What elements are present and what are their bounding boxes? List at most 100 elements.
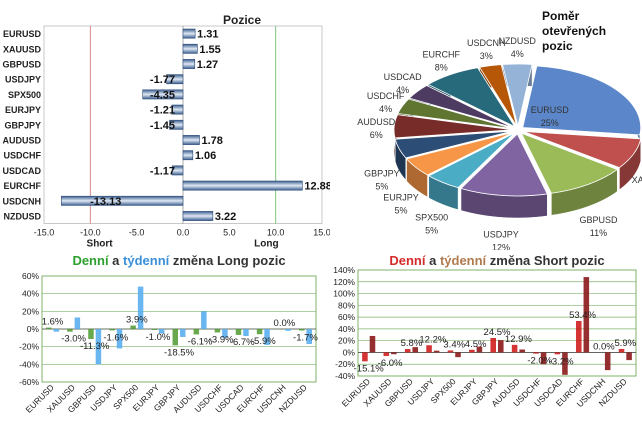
slice-percent: 5% [375, 181, 388, 191]
position-bar [182, 28, 196, 39]
category-label: GBPJPY [4, 120, 41, 130]
data-label: 0.0% [593, 341, 615, 352]
x-tick-label: -10.0 [80, 228, 101, 238]
data-label: -6.0% [378, 358, 403, 369]
chart-title: Denní a týdenní změna Long pozic [72, 253, 285, 268]
y-tick-label: -40% [335, 371, 355, 381]
y-tick-label: 20% [22, 306, 39, 316]
daily-bar [130, 325, 136, 329]
value-label: -1.21 [150, 105, 175, 117]
daily-bar [554, 352, 561, 355]
x-tick-label: 10.0 [267, 228, 285, 238]
chart-title-line: otevřených [542, 24, 606, 38]
slice-percent: 8% [435, 63, 448, 73]
data-label: -5.9% [251, 336, 276, 347]
daily-bar [193, 329, 200, 335]
y-tick-label: -20% [335, 359, 355, 369]
data-label: -18.5% [164, 347, 195, 358]
slice-percent: 4% [396, 85, 409, 95]
pie-slice [405, 131, 514, 176]
category-label: AUDUSD [2, 136, 41, 146]
position-bar [142, 89, 184, 100]
category-label: EURUSD [3, 29, 42, 39]
position-bar [182, 135, 200, 145]
daily-bar [575, 320, 582, 353]
positions-chart-svg: Pozice EURUSD 1.31 XAUUSD 1.55 GBPUSD 1.27 USDJ… [2, 13, 330, 250]
long-label: Long [254, 239, 278, 250]
chart-title: Pozice [223, 13, 261, 27]
value-label: 12.88 [304, 181, 330, 193]
short-changes-svg: Denní a týdenní změna Short pozic 140% 120… [333, 253, 636, 409]
daily-bar [426, 345, 432, 353]
y-tick-label: -40% [19, 359, 39, 369]
weekly-bar [540, 352, 547, 365]
x-tick-label: 15.0 [313, 228, 330, 238]
value-label: -4.35 [150, 89, 175, 101]
title-part: a [425, 253, 439, 268]
slice-percent: 4% [379, 104, 392, 114]
weekly-bar [116, 329, 123, 349]
data-label: 53.4% [569, 310, 596, 321]
data-label: -11.3% [80, 341, 110, 352]
x-tick-label: 5.0 [223, 228, 236, 238]
y-tick-label: 140% [333, 265, 355, 275]
position-bar [182, 59, 196, 69]
position-bar [61, 195, 184, 206]
value-label: 3.22 [215, 211, 236, 223]
weekly-bar [201, 311, 207, 329]
daily-bar [235, 329, 242, 335]
daily-bar [67, 329, 73, 332]
chart-title-line: Poměr [542, 9, 580, 23]
weekly-bar [412, 347, 419, 353]
weekly-bar [222, 329, 228, 338]
y-tick-label: 60% [338, 312, 355, 322]
weekly-bar [498, 340, 504, 353]
value-label: -1.45 [150, 120, 175, 132]
category-label: XAUUSD [3, 44, 42, 54]
pie-slice [408, 85, 514, 129]
title-part: a [109, 253, 123, 268]
weekly-bar [626, 352, 632, 361]
position-bar [166, 74, 184, 85]
weekly-bar [476, 346, 483, 353]
slice-label: EURJPY [383, 193, 419, 203]
slice-label: XAUUSD [632, 175, 642, 185]
category-label: GBPUSD [2, 60, 41, 70]
y-tick-label: 100% [333, 289, 355, 299]
value-label: -13.13 [90, 196, 121, 208]
weekly-bar [369, 335, 376, 353]
position-bar [171, 104, 184, 115]
title-part: týdenní [440, 253, 487, 268]
daily-bar [46, 327, 52, 329]
x-tick-label: 0.0 [177, 228, 190, 238]
data-label: 5.9% [614, 338, 636, 349]
slice-percent: 4% [511, 49, 524, 59]
category-label: USDCHF [4, 151, 42, 161]
data-label: -3.0% [61, 334, 86, 345]
weekly-bar [74, 317, 81, 329]
slice-label: USDCAD [384, 72, 423, 82]
slice-percent: 6% [370, 130, 383, 140]
pie-slice [522, 65, 642, 136]
value-label: 1.27 [197, 59, 218, 71]
y-tick-label: -60% [19, 377, 39, 387]
slice-label: NZDUSD [498, 36, 536, 46]
weekly-bar [519, 349, 525, 353]
data-label: -6.1% [188, 336, 213, 347]
pie-slice [393, 114, 513, 139]
weekly-bar [53, 329, 60, 332]
slice-label: GBPUSD [579, 215, 618, 225]
position-bar [171, 165, 184, 176]
weekly-bar [433, 350, 440, 353]
y-tick-label: 60% [22, 271, 39, 281]
daily-bar [214, 329, 221, 333]
slice-percent: 11% [590, 228, 607, 238]
title-part: Denní [389, 253, 426, 268]
data-label: 0.0% [274, 318, 296, 329]
daily-bar [383, 352, 390, 356]
weekly-bar [243, 329, 249, 337]
data-label: -3.2% [549, 356, 574, 367]
value-label: 1.06 [195, 150, 216, 162]
